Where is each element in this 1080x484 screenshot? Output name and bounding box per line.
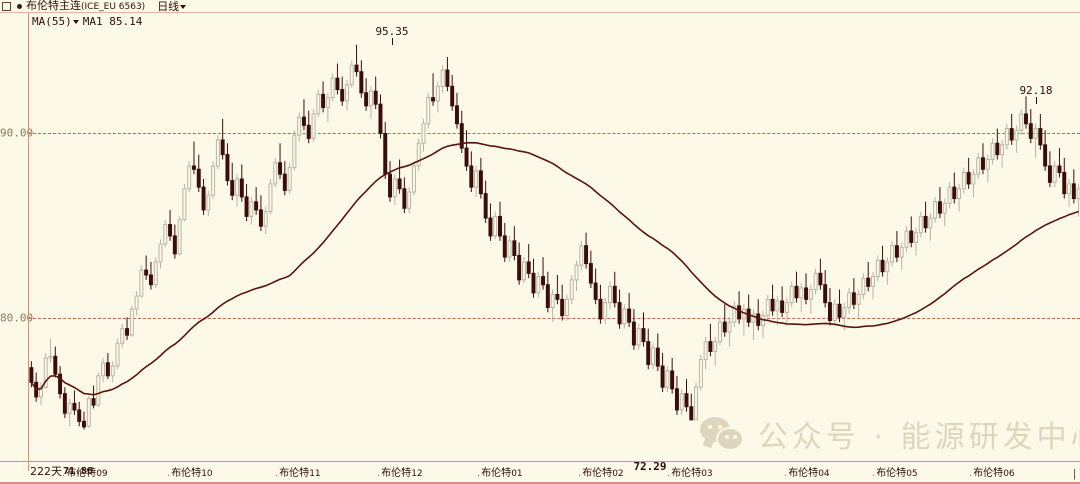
annotation-right-high-tick [1036,97,1037,104]
x-axis-tick: .布伦特09 [62,468,108,479]
x-axis-tick: .布伦特12 [377,468,423,479]
x-axis-right-tick: | [1073,468,1076,480]
x-axis-tick: .布伦特02 [578,468,624,479]
instrument-code: (ICE_EU 6563) [81,1,146,12]
x-axis-tick: .布伦特03 [667,468,713,479]
x-axis-tick: .布伦特01 [477,468,523,479]
annotation-high-tick [392,38,393,45]
instrument-name: 布伦特主连 [26,0,81,12]
ma-series-label: MA1 [82,15,103,28]
annotation-left-low: 71.86 [62,466,94,477]
period-selector[interactable]: 日线 [157,0,187,13]
annotation-high: 95.35 [375,25,409,38]
annotation-right-high: 92.18 [1019,84,1053,97]
ma-name: MA(55) [32,15,72,28]
ma-legend[interactable]: MA(55) MA1 85.14 [32,15,142,28]
ma-value: 85.14 [109,15,143,28]
chevron-down-icon[interactable] [72,20,79,24]
y-axis-tick-80: 80.00 [0,311,34,325]
instrument-title[interactable]: 布伦特主连(ICE_EU 6563) [26,0,145,14]
chart-header: 布伦特主连(ICE_EU 6563) 日线 [0,0,1080,13]
x-axis-tick: .布伦特06 [969,468,1015,479]
candlestick-canvas [29,44,1080,430]
series-bullet-icon [17,3,22,9]
y-axis-tick-90: 90.00 [0,126,34,140]
x-axis-tick: .布伦特05 [872,468,918,479]
ma-line [30,141,1079,396]
chevron-down-icon[interactable] [180,4,187,9]
x-axis: 222天 .布伦特09 .布伦特10 .布伦特11 .布伦特12 .布伦特01 .布伦特0… [0,461,1080,482]
annotation-low: 72.29 [633,460,667,473]
period-label: 日线 [157,0,180,13]
gridline-90 [28,133,1080,134]
x-axis-days-label: 222天 [30,465,62,478]
x-axis-tick: .布伦特10 [167,468,213,479]
x-axis-tick: .布伦特04 [784,468,830,479]
plot-area[interactable] [28,13,1080,471]
gridline-80 [28,318,1080,319]
x-axis-tick: .布伦特11 [275,468,321,479]
window-icon[interactable] [2,1,11,11]
